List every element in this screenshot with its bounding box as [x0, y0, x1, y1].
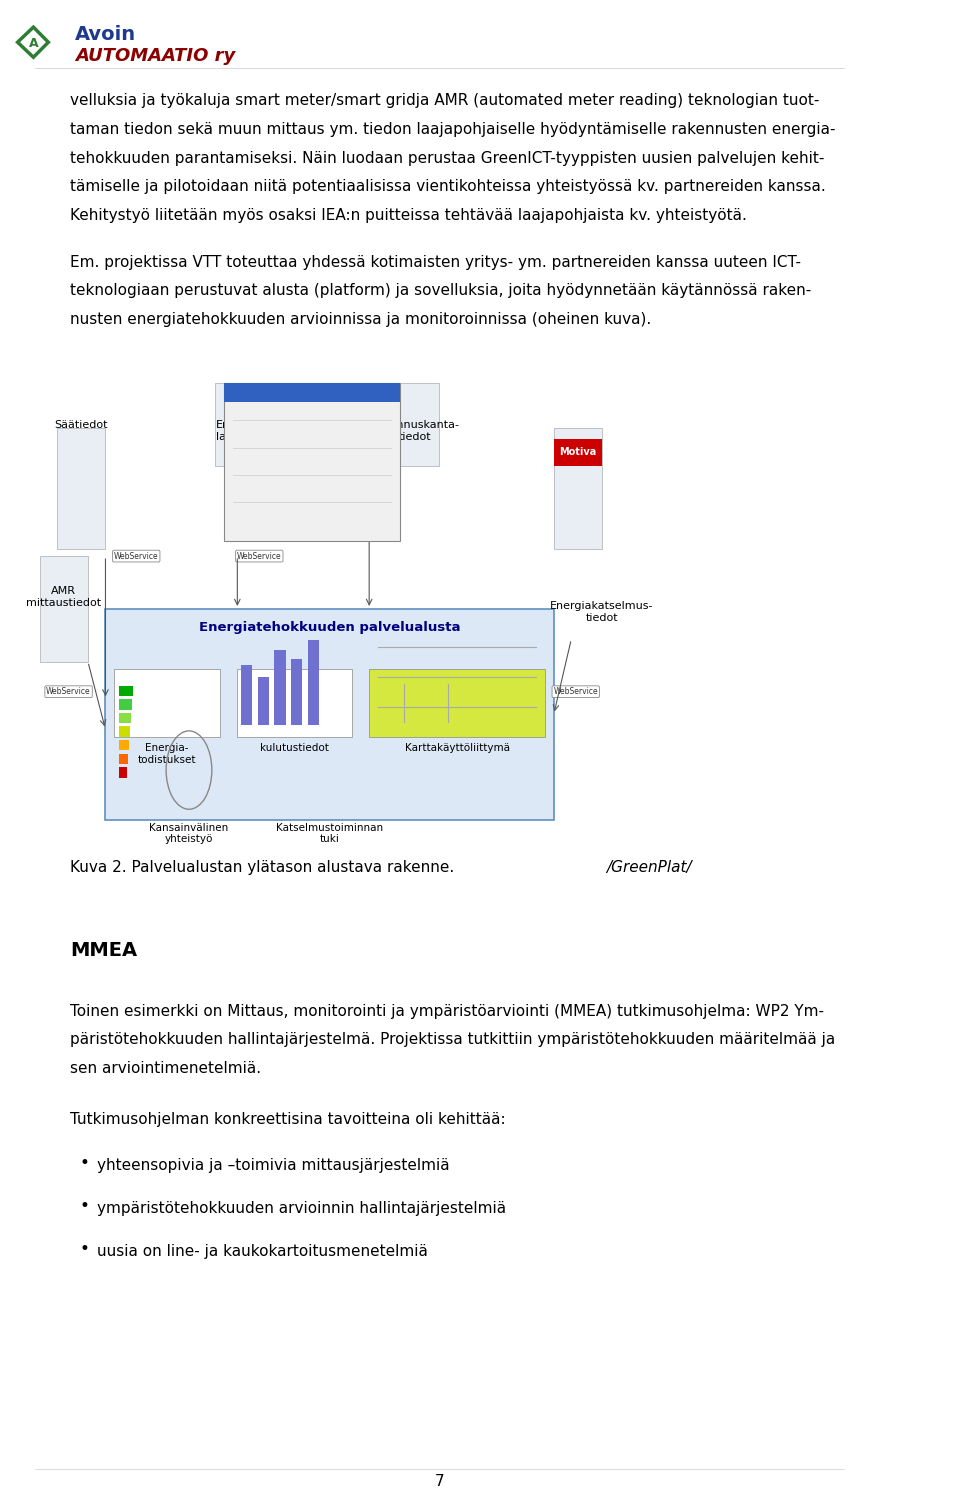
Bar [370, 669, 545, 737]
Text: taman tiedon sekä muun mittaus ym. tiedon laajapohjaiselle hyödyntämiselle raken: taman tiedon sekä muun mittaus ym. tiedo… [70, 122, 836, 137]
Text: •: • [79, 1240, 89, 1258]
Bar [275, 650, 286, 725]
Text: •: • [79, 1154, 89, 1172]
Text: tehokkuuden parantamiseksi. Näin luodaan perustaa GreenICT-tyyppisten uusien pal: tehokkuuden parantamiseksi. Näin luodaan… [70, 151, 825, 166]
Bar [114, 669, 220, 737]
Bar [391, 383, 440, 466]
Text: Tutkimusohjelman konkreettisina tavoitteina oli kehittää:: Tutkimusohjelman konkreettisina tavoitte… [70, 1112, 506, 1127]
Text: Karttakäyttöliittymä: Karttakäyttöliittymä [404, 743, 510, 754]
Bar [39, 556, 88, 662]
Bar [237, 669, 351, 737]
Text: Toinen esimerkki on Mittaus, monitorointi ja ympäristöarviointi (MMEA) tutkimuso: Toinen esimerkki on Mittaus, monitoroint… [70, 1004, 825, 1019]
Bar [106, 609, 554, 820]
Text: nusten energiatehokkuuden arvioinnissa ja monitoroinnissa (oheinen kuva).: nusten energiatehokkuuden arvioinnissa j… [70, 312, 652, 327]
Text: Kansainvälinen
yhteistyö: Kansainvälinen yhteistyö [150, 823, 228, 844]
Text: Energiatehokkuuden palvelualusta: Energiatehokkuuden palvelualusta [199, 621, 461, 634]
Text: yhteensopivia ja –toimivia mittausjärjestelmiä: yhteensopivia ja –toimivia mittausjärjes… [97, 1159, 449, 1174]
Bar [36, 368, 835, 827]
Text: WebService: WebService [324, 496, 370, 505]
Text: Energia-
laskenta: Energia- laskenta [216, 420, 263, 442]
Text: A: A [29, 38, 38, 50]
Text: teknologiaan perustuvat alusta (platform) ja sovelluksia, joita hyödynnetään käy: teknologiaan perustuvat alusta (platform… [70, 283, 811, 298]
Text: ympäristötehokkuuden arvioinnin hallintajärjestelmiä: ympäristötehokkuuden arvioinnin hallinta… [97, 1201, 506, 1216]
Bar [224, 383, 400, 402]
Text: tämiselle ja pilotoidaan niitä potentiaalisissa vientikohteissa yhteistyössä kv.: tämiselle ja pilotoidaan niitä potentiaa… [70, 179, 826, 194]
Bar [224, 383, 400, 541]
Bar [119, 754, 129, 764]
Bar [215, 383, 264, 466]
Text: Motiva: Motiva [559, 448, 596, 457]
Text: päristötehokkuuden hallintajärjestelmä. Projektissa tutkittiin ympäristötehokkuu: päristötehokkuuden hallintajärjestelmä. … [70, 1032, 835, 1047]
Text: uusia on line- ja kaukokartoitusmenetelmiä: uusia on line- ja kaukokartoitusmenetelm… [97, 1245, 427, 1260]
Bar [119, 699, 132, 710]
Bar [119, 686, 132, 696]
Text: 7: 7 [435, 1474, 444, 1489]
Bar [119, 713, 131, 723]
Text: velluksia ja työkaluja smart meter/smart gridja AMR (automated meter reading) te: velluksia ja työkaluja smart meter/smart… [70, 93, 820, 109]
Bar [554, 428, 602, 549]
Text: MMEA: MMEA [70, 940, 137, 960]
Text: WebService: WebService [114, 552, 158, 561]
Text: AUTOMAATIO ry: AUTOMAATIO ry [75, 47, 235, 65]
Text: Rakennuskanta-
tiedot: Rakennuskanta- tiedot [370, 420, 460, 442]
Text: Kuva 2. Palvelualustan ylätason alustava rakenne.: Kuva 2. Palvelualustan ylätason alustava… [70, 860, 460, 876]
Text: •: • [79, 1197, 89, 1215]
Text: Kehitystyö liitetään myös osaksi IEA:n puitteissa tehtävää laajapohjaista kv. yh: Kehitystyö liitetään myös osaksi IEA:n p… [70, 208, 747, 223]
Text: Energia-
todistukset: Energia- todistukset [137, 743, 196, 764]
Text: WebService: WebService [553, 687, 598, 696]
Bar [554, 439, 602, 466]
Text: /GreenPlat/: /GreenPlat/ [607, 860, 692, 876]
Bar [241, 665, 252, 725]
Bar [307, 640, 319, 725]
Bar [291, 659, 302, 725]
Text: Em. projektissa VTT toteuttaa yhdessä kotimaisten yritys- ym. partnereiden kanss: Em. projektissa VTT toteuttaa yhdessä ko… [70, 255, 802, 270]
Text: WebService: WebService [237, 552, 281, 561]
Text: WebService: WebService [46, 687, 91, 696]
Text: Säätiedot: Säätiedot [54, 420, 108, 431]
Bar [257, 677, 269, 725]
Text: sen arviointimenetelmiä.: sen arviointimenetelmiä. [70, 1061, 261, 1076]
Bar [119, 740, 130, 750]
Text: kulutustiedot: kulutustiedot [260, 743, 329, 754]
Text: Katselmustoiminnan
tuki: Katselmustoiminnan tuki [276, 823, 383, 844]
Text: Avoin: Avoin [75, 26, 135, 44]
Bar [58, 428, 106, 549]
Bar [119, 767, 128, 778]
Bar [119, 726, 131, 737]
Text: Energiakatselmus-
tiedot: Energiakatselmus- tiedot [550, 601, 654, 622]
Text: AMR
mittaustiedot: AMR mittaustiedot [26, 586, 101, 607]
